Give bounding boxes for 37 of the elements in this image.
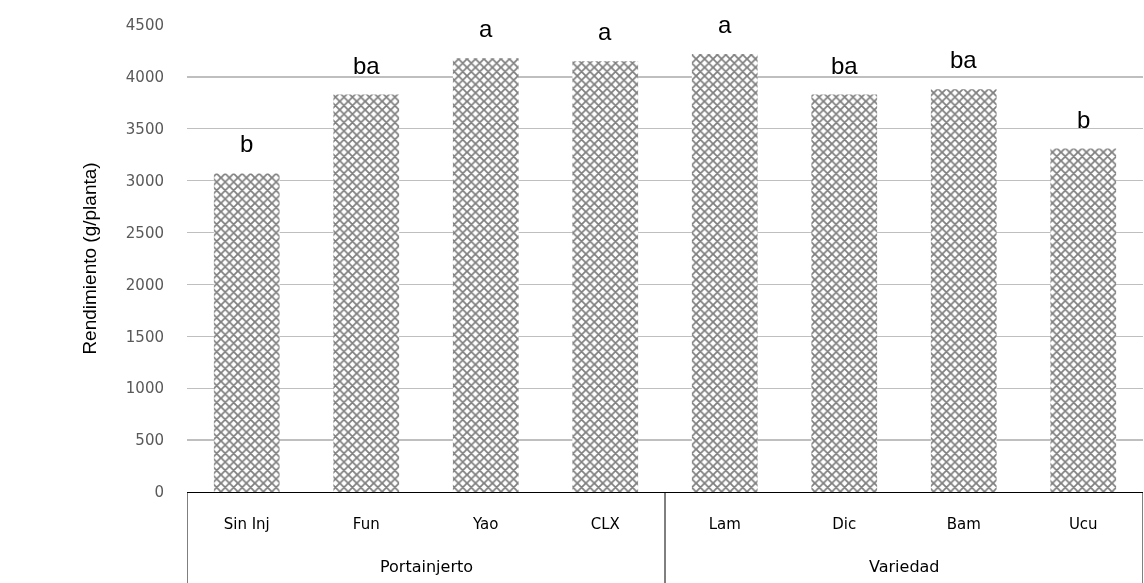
y-tick-label: 2000 <box>125 275 164 294</box>
bar <box>811 94 878 492</box>
y-axis-title: Rendimiento (g/planta) <box>78 162 100 355</box>
text: Portainjerto <box>380 557 474 576</box>
x-tick-label: CLX <box>590 515 620 533</box>
x-tick-label: Dic <box>832 515 857 533</box>
y-tick-label: 0 <box>154 483 164 502</box>
y-tick-label: 4000 <box>125 68 164 87</box>
y-tick-label: 3500 <box>125 120 164 139</box>
text: Variedad <box>869 557 940 576</box>
annotation: a <box>718 11 732 38</box>
annotation: a <box>479 15 493 42</box>
annotation: ba <box>353 52 381 79</box>
bar <box>1050 148 1117 492</box>
y-tick-label: 1500 <box>125 327 164 346</box>
y-tick-label: 2500 <box>125 223 164 242</box>
bar <box>572 61 639 492</box>
x-tick-label: Sin Inj <box>223 515 270 533</box>
annotation: b <box>240 130 254 157</box>
bar <box>691 54 758 492</box>
y-tick-label: 500 <box>135 431 164 450</box>
x-tick-label: Lam <box>708 515 741 533</box>
x-tick-label: Bam <box>946 515 981 533</box>
bar <box>930 89 997 492</box>
annotation: ba <box>950 46 978 73</box>
bar <box>452 58 519 492</box>
x-tick-label: Fun <box>352 515 380 533</box>
y-tick-label: 3000 <box>125 171 164 190</box>
bar <box>333 94 400 492</box>
annotation: b <box>1077 106 1091 133</box>
y-tick-label: 4500 <box>125 16 164 35</box>
annotation: ba <box>831 52 859 79</box>
y-tick-label: 1000 <box>125 379 164 398</box>
x-tick-label: Yao <box>472 515 499 533</box>
annotation: a <box>598 18 612 45</box>
x-tick-label: Ucu <box>1068 515 1098 533</box>
bar <box>213 173 280 492</box>
